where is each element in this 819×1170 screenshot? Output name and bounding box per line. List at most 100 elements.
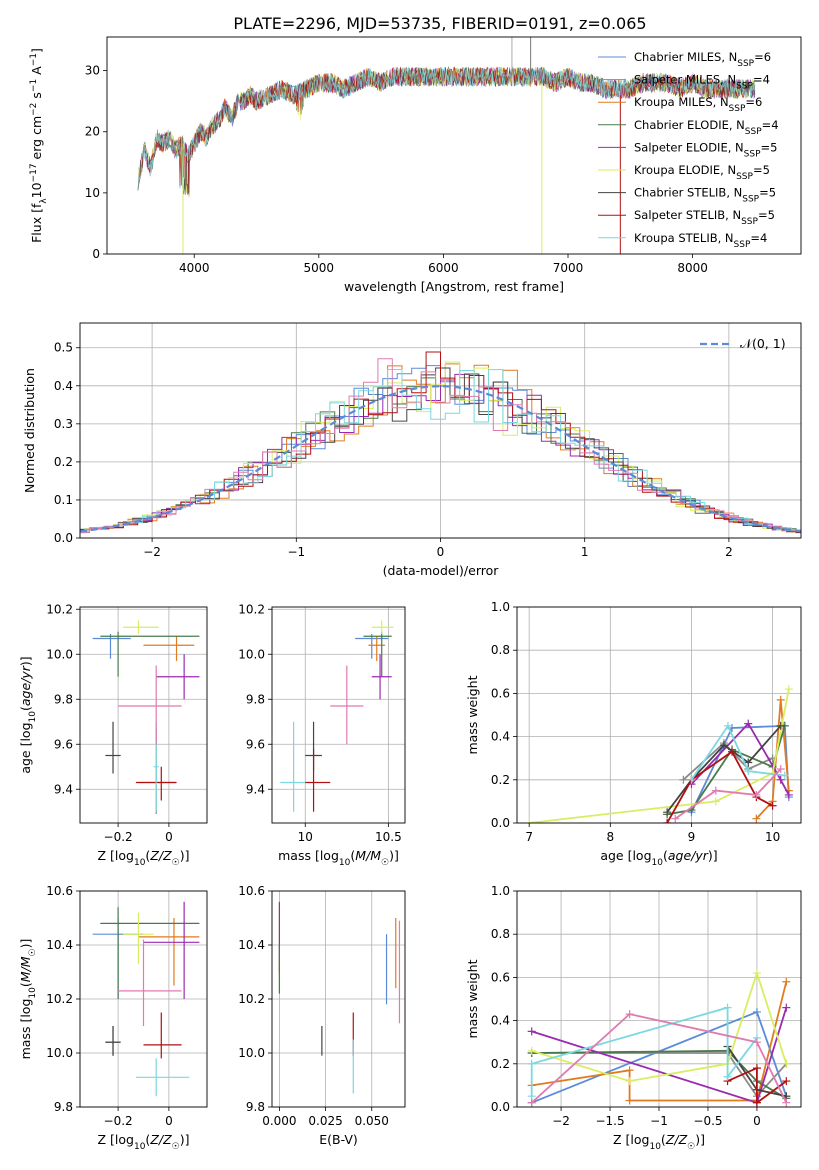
weight-marker [527,1027,536,1036]
y-tick-label: 10 [85,186,100,200]
legend-sub: SSP [741,217,758,227]
x-tick-label: 0 [165,1114,173,1128]
legend-name: Chabrier ELODIE, N [634,118,745,132]
weight-marker [625,1077,634,1086]
y-tick-label: 0.2 [54,455,73,469]
histogram-step [80,351,801,534]
y-tick-label: 9.6 [246,737,265,751]
y-tick-label: 10.0 [46,647,73,661]
legend-sub: SSP [734,240,751,250]
x-tick-label: 0.025 [308,1114,342,1128]
legend-sub: SSP [736,82,753,92]
y-tick-label: 0.4 [491,730,510,744]
x-tick-label: −0.2 [104,1114,133,1128]
weight-marker [752,790,761,799]
weight-marker [752,814,761,823]
x-tick-label: 0 [437,545,445,559]
x-tick-label: 1 [581,545,589,559]
x-axis-label: E(B-V) [319,1132,358,1147]
weight-marker [776,775,785,784]
weight-line [531,1049,787,1100]
y-tick-label: 10.2 [238,992,265,1006]
y-axis-label-part: age/yr [18,665,33,706]
weight-marker [780,771,789,780]
x-axis-label-part: 10 [339,858,351,868]
plot-area [280,620,394,812]
y-tick-label: 0.6 [491,686,510,700]
y-axis-label: mass weight [465,675,480,754]
legend-entry: Chabrier ELODIE, NSSP=4 [634,118,779,137]
legend-value: =4 [753,73,770,87]
legend-value: =6 [754,50,771,64]
histogram-step [80,358,801,533]
x-axis-label-part: ☉ [687,1142,695,1152]
y-tick-label: 10.4 [238,938,265,952]
plot-area [137,37,756,254]
y-axis-label-part: 10 [28,987,38,999]
y-tick-label: 0.4 [491,1014,510,1028]
x-axis-label: Z [log10(Z/Z☉)] [98,1132,190,1152]
x-axis-label: Z [log10(Z/Z☉)] [98,848,190,868]
panel-mass-vs-EBV: 0.000 0.025 0.050 9.8 10.0 10.2 10.4 10.6 E(B-V) [238,884,406,1147]
y-tick-label: 0.6 [491,970,510,984]
y-axis-label-part: −17 [29,163,39,182]
weight-marker [711,797,720,806]
x-axis-label-part: )] [389,848,399,863]
x-axis-label-part: wavelength [Angstrom, rest frame] [344,279,564,294]
y-tick-label: 0.1 [54,493,73,507]
panel-weight-vs-Z: −2 −1.5 −1 −0.5 0 0.0 0.2 0.4 0.6 0.8 1.0 Z [log10(… [465,884,802,1152]
y-tick-label: 10.6 [238,884,265,898]
y-axis-label-part: Flux [f [29,203,44,243]
weight-marker [625,1096,634,1105]
y-axis-label-part: mass [log [18,999,33,1060]
legend-sub: SSP [745,127,762,137]
y-axis-label: age [log10(age/yr)] [18,656,38,773]
y-tick-label: 10.2 [46,602,73,616]
x-axis-label-part: ( [145,848,150,863]
y-axis-label-part: mass weight [465,959,480,1038]
plot-area [278,901,401,1094]
weight-marker [782,1003,791,1012]
y-tick-label: 9.4 [54,782,73,796]
x-tick-label: 7 [525,830,533,844]
weight-line [529,688,790,823]
y-tick-label: 10.4 [46,938,73,952]
x-tick-label: 6000 [428,261,459,275]
legend-sub: SSP [744,149,761,159]
legend-value: =5 [758,208,775,222]
x-tick-label: −2 [143,545,161,559]
weight-marker [782,1098,791,1107]
figure-title: PLATE=2296, MJD=53735, FIBERID=0191, z=0… [233,14,646,33]
x-axis-label-part: Z/Z [149,848,172,863]
y-axis-label-part: 10 [29,182,44,198]
x-axis-label-part: ( [145,1132,150,1147]
x-tick-label: 8000 [677,261,708,275]
legend-value: =5 [759,186,776,200]
x-tick-label: −2 [552,1114,570,1128]
x-tick-label: 2 [725,545,733,559]
x-tick-label: 4000 [179,261,210,275]
legend-name: Kroupa ELODIE, N [634,163,736,177]
y-tick-label: 0.4 [54,379,73,393]
y-tick-label: 1.0 [491,600,510,614]
weight-marker [687,775,696,784]
x-axis-label-part: Z/Z [149,1132,172,1147]
legend-name: Kroupa STELIB, N [634,231,734,245]
x-axis-label-part: )] [180,1132,190,1147]
plot-area [92,620,200,814]
y-tick-label: 10.2 [238,602,265,616]
y-axis-label-part: λ [39,198,49,204]
legend-entry: Kroupa MILES, NSSP=6 [634,95,762,114]
y-tick-label: 0.2 [491,1057,510,1071]
weight-marker [711,786,720,795]
legend-entry: Salpeter MILES, NSSP=4 [634,73,770,92]
weight-marker [525,819,534,823]
legend-name: Kroupa MILES, N [634,95,729,109]
x-tick-label: 0.000 [262,1114,296,1128]
x-axis-label: mass [log10(M/M☉)] [278,848,399,868]
x-tick-label: 0 [165,830,173,844]
y-axis-label-part: 10 [28,711,38,723]
